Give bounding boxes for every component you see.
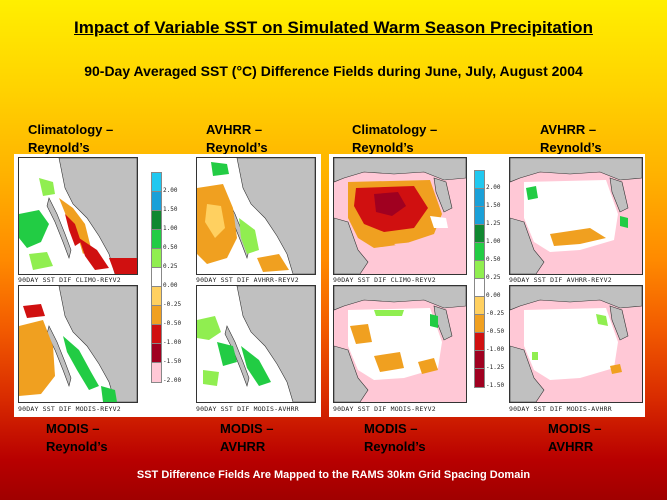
caption-p2: 90DAY SST DIF AVHRR-REYV2 [196,276,299,284]
colorbar-tick-label: 2.00 [163,187,178,194]
colorbar-swatch [151,229,162,250]
label-left-modis-avhrr: MODIS – AVHRR [220,421,274,454]
colorbar-swatch [474,368,485,388]
map-climo-reynolds-gulf [333,157,467,275]
label-right-avhrr-reynolds: AVHRR – Reynold’s [540,122,602,155]
colorbar-tick-label: -0.50 [486,328,505,335]
colorbar-swatch [151,324,162,345]
colorbar-swatch [474,278,485,298]
label-right-climatology-reynolds: Climatology – Reynold’s [352,122,438,155]
colorbar-swatch [151,248,162,269]
colorbar-swatch [474,242,485,262]
label-left-climatology-reynolds: Climatology – Reynold’s [28,122,114,155]
west-coast-panel-group: 90DAY SST DIF CLIMO-REYV2 90DAY SST DIF … [14,154,321,417]
colorbar-swatch [151,362,162,383]
colorbar-swatch [151,305,162,326]
caption-p3: 90DAY SST DIF MODIS-REYV2 [18,405,121,413]
map-modis-avhrr-west [196,285,316,403]
caption-p4: 90DAY SST DIF MODIS-AVHRR [196,405,299,413]
page-title: Impact of Variable SST on Simulated Warm… [74,18,593,37]
colorbar-tick-label: -1.00 [163,339,182,346]
map-avhrr-reynolds-gulf [509,157,643,275]
colorbar-tick-label: 0.00 [163,282,178,289]
colorbar-tick-label: 0.25 [486,274,501,281]
colorbar-tick-label: 1.25 [486,220,501,227]
colorbar-swatch [474,260,485,280]
caption-p7: 90DAY SST DIF MODIS-REYV2 [333,405,436,413]
caption-p5: 90DAY SST DIF CLIMO-REYV2 [333,276,436,284]
colorbar-right: 2.00 1.50 1.25 1.00 0.50 0.25 0.00 -0.25 -0.50 -1… [474,170,508,400]
map-modis-reynolds-gulf [333,285,467,403]
colorbar-swatch [474,206,485,226]
caption-p1: 90DAY SST DIF CLIMO-REYV2 [18,276,121,284]
colorbar-tick-label: 1.50 [486,202,501,209]
label-left-modis-reynolds: MODIS – Reynold’s [46,421,108,454]
colorbar-tick-label: -1.25 [486,364,505,371]
colorbar-tick-label: -0.50 [163,320,182,327]
colorbar-swatch [474,314,485,334]
colorbar-tick-label: 0.50 [163,244,178,251]
colorbar-tick-label: 1.00 [163,225,178,232]
colorbar-swatch [151,191,162,212]
colorbar-swatch [474,296,485,316]
colorbar-tick-label: 2.00 [486,184,501,191]
caption-p8: 90DAY SST DIF MODIS-AVHRR [509,405,612,413]
colorbar-swatch [474,224,485,244]
map-modis-avhrr-gulf [509,285,643,403]
colorbar-swatch [151,210,162,231]
colorbar-swatch [151,286,162,307]
colorbar-swatch [474,332,485,352]
colorbar-swatch [151,343,162,364]
page-subtitle: 90-Day Averaged SST (°C) Difference Fiel… [84,63,583,79]
caption-p6: 90DAY SST DIF AVHRR-REYV2 [509,276,612,284]
colorbar-tick-label: 0.00 [486,292,501,299]
colorbar-tick-label: 1.50 [163,206,178,213]
colorbar-swatch [151,172,162,193]
colorbar-tick-label: -0.25 [163,301,182,308]
colorbar-swatch [151,267,162,288]
label-right-modis-avhrr: MODIS – AVHRR [548,421,602,454]
colorbar-tick-label: -1.50 [163,358,182,365]
colorbar-swatch [474,350,485,370]
colorbar-tick-label: 1.00 [486,238,501,245]
footer-note: SST Difference Fields Are Mapped to the … [136,469,531,481]
colorbar-swatch [474,188,485,208]
map-avhrr-reynolds-west [196,157,316,275]
map-climo-reynolds-west [18,157,138,275]
colorbar-tick-label: 0.25 [163,263,178,270]
map-modis-reynolds-west [18,285,138,403]
colorbar-tick-label: -1.50 [486,382,505,389]
colorbar-tick-label: -1.00 [486,346,505,353]
colorbar-tick-label: -0.25 [486,310,505,317]
label-right-modis-reynolds: MODIS – Reynold’s [364,421,426,454]
colorbar-swatch [474,170,485,190]
label-left-avhrr-reynolds: AVHRR – Reynold’s [206,122,268,155]
colorbar-left: 2.00 1.50 1.00 0.50 0.25 0.00 -0.25 -0.50 -1.00 -… [151,172,191,402]
colorbar-tick-label: 0.50 [486,256,501,263]
gulf-panel-group: 90DAY SST DIF CLIMO-REYV2 90DAY SST DIF … [329,154,645,417]
colorbar-tick-label: -2.00 [163,377,182,384]
